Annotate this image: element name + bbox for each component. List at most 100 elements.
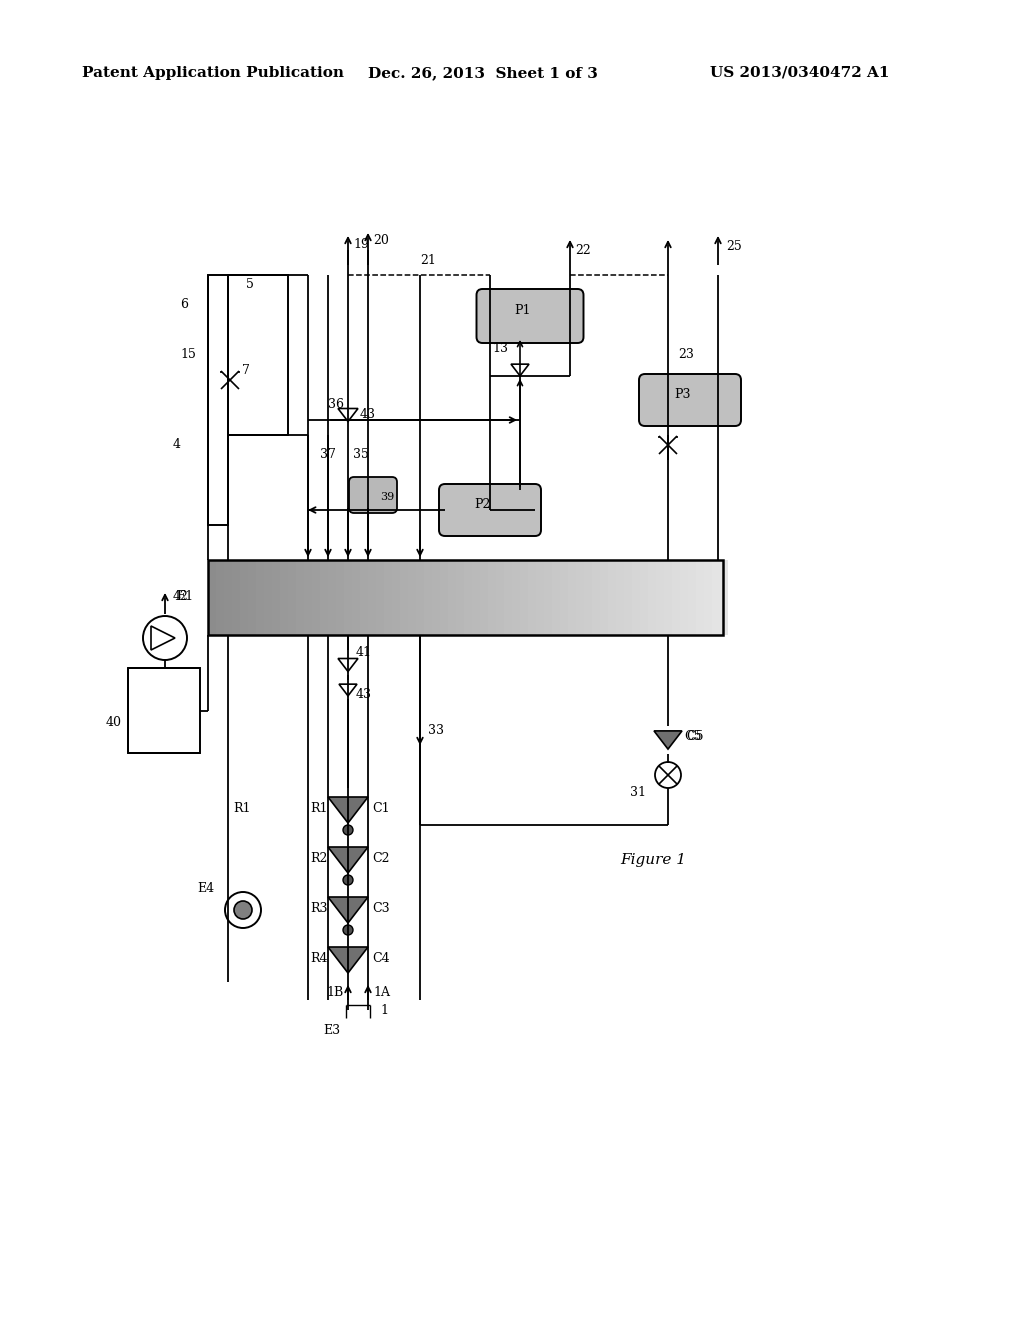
Text: US 2013/0340472 A1: US 2013/0340472 A1 xyxy=(710,66,890,81)
Text: C3: C3 xyxy=(372,902,389,915)
Bar xyxy=(705,560,712,635)
Bar xyxy=(376,560,384,635)
Text: C1: C1 xyxy=(372,801,389,814)
Bar xyxy=(344,560,352,635)
Text: 13: 13 xyxy=(492,342,508,355)
Text: Figure 1: Figure 1 xyxy=(620,853,686,867)
Bar xyxy=(440,560,449,635)
Bar xyxy=(319,560,328,635)
Text: Dec. 26, 2013  Sheet 1 of 3: Dec. 26, 2013 Sheet 1 of 3 xyxy=(368,66,598,81)
Bar xyxy=(456,560,464,635)
Polygon shape xyxy=(654,731,682,750)
Bar xyxy=(464,560,472,635)
Polygon shape xyxy=(328,898,368,923)
Bar xyxy=(536,560,544,635)
Bar xyxy=(680,560,688,635)
Polygon shape xyxy=(328,847,368,873)
Bar xyxy=(240,560,248,635)
Bar xyxy=(352,560,360,635)
Bar xyxy=(520,560,528,635)
Text: Patent Application Publication: Patent Application Publication xyxy=(82,66,344,81)
Text: 35: 35 xyxy=(353,449,369,462)
Text: R4: R4 xyxy=(310,952,328,965)
Bar xyxy=(208,560,216,635)
Bar xyxy=(472,560,480,635)
Text: 36: 36 xyxy=(328,399,344,412)
Bar xyxy=(624,560,632,635)
Bar xyxy=(360,560,368,635)
Text: 5: 5 xyxy=(246,279,254,292)
Text: 31: 31 xyxy=(630,787,646,800)
FancyBboxPatch shape xyxy=(639,374,741,426)
Bar xyxy=(544,560,552,635)
Bar xyxy=(392,560,400,635)
Text: E4: E4 xyxy=(197,882,214,895)
Bar xyxy=(312,560,319,635)
Polygon shape xyxy=(338,408,358,421)
Bar xyxy=(575,560,584,635)
Text: 22: 22 xyxy=(575,243,591,256)
Bar xyxy=(256,560,264,635)
Text: 40: 40 xyxy=(106,717,122,730)
Text: 43: 43 xyxy=(356,689,372,701)
Text: 42: 42 xyxy=(173,590,188,602)
Bar xyxy=(248,560,256,635)
Bar xyxy=(408,560,416,635)
Text: 33: 33 xyxy=(428,723,444,737)
Bar xyxy=(632,560,640,635)
Bar xyxy=(488,560,496,635)
Bar xyxy=(688,560,696,635)
Bar xyxy=(600,560,608,635)
Text: 21: 21 xyxy=(420,255,436,268)
Bar xyxy=(552,560,560,635)
Bar xyxy=(304,560,312,635)
Bar xyxy=(528,560,536,635)
Text: 20: 20 xyxy=(373,234,389,247)
FancyBboxPatch shape xyxy=(349,477,397,513)
Text: 41: 41 xyxy=(356,647,372,660)
Text: R3: R3 xyxy=(310,902,328,915)
Circle shape xyxy=(343,825,353,836)
Text: C4: C4 xyxy=(372,952,389,965)
Bar xyxy=(696,560,705,635)
Circle shape xyxy=(234,902,252,919)
Polygon shape xyxy=(328,797,368,822)
Text: P1: P1 xyxy=(514,305,530,318)
Bar xyxy=(512,560,520,635)
Bar xyxy=(568,560,575,635)
Bar xyxy=(368,560,376,635)
Polygon shape xyxy=(511,364,529,376)
Text: 39: 39 xyxy=(380,492,394,502)
Bar xyxy=(280,560,288,635)
Text: P2: P2 xyxy=(474,499,490,511)
Bar xyxy=(672,560,680,635)
Text: 37: 37 xyxy=(319,449,336,462)
Bar xyxy=(296,560,304,635)
Bar xyxy=(228,275,288,436)
Text: 43: 43 xyxy=(360,408,376,421)
Bar xyxy=(224,560,232,635)
Circle shape xyxy=(343,925,353,935)
Circle shape xyxy=(343,875,353,884)
Bar xyxy=(416,560,424,635)
Bar xyxy=(560,560,568,635)
Text: C5: C5 xyxy=(686,730,703,742)
Text: 1B: 1B xyxy=(326,986,343,998)
Bar xyxy=(640,560,648,635)
Bar xyxy=(656,560,664,635)
Text: 23: 23 xyxy=(678,348,694,362)
Bar xyxy=(664,560,672,635)
Bar xyxy=(480,560,488,635)
Bar xyxy=(432,560,440,635)
Text: 1: 1 xyxy=(380,1003,388,1016)
Bar xyxy=(208,275,228,525)
Bar xyxy=(648,560,656,635)
Polygon shape xyxy=(338,659,358,672)
FancyBboxPatch shape xyxy=(439,484,541,536)
Text: 15: 15 xyxy=(180,348,196,362)
Bar xyxy=(616,560,624,635)
Bar xyxy=(712,560,720,635)
Bar xyxy=(496,560,504,635)
Text: 7: 7 xyxy=(242,363,250,376)
Bar xyxy=(216,560,224,635)
